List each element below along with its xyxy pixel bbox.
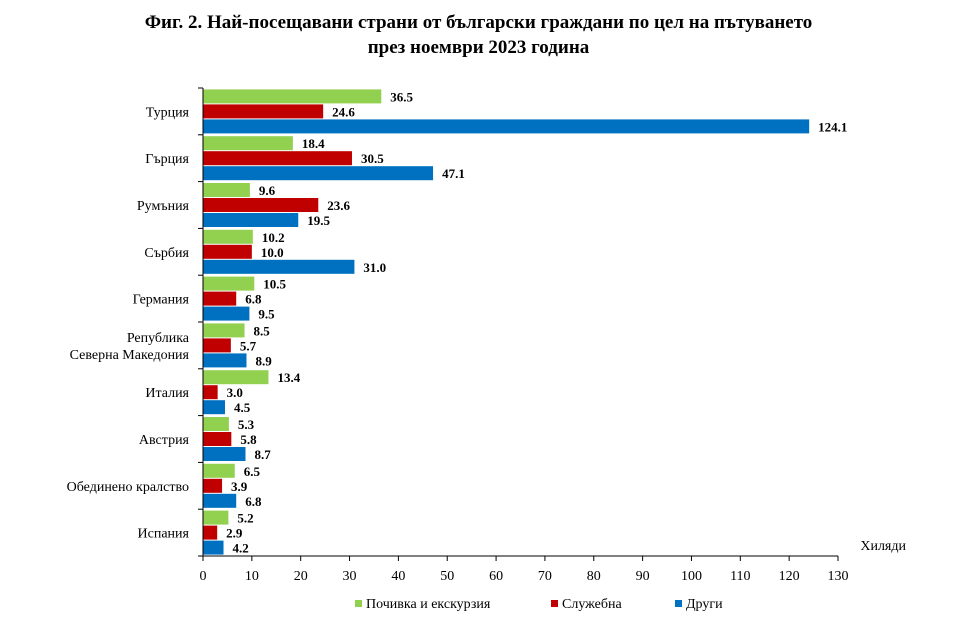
bar-3-8	[203, 447, 246, 461]
bar-1-5	[203, 276, 255, 291]
x-tick-label: 70	[538, 569, 552, 584]
x-tick-label: 40	[391, 569, 405, 584]
x-tick-label: 80	[587, 569, 601, 584]
bar-1-3	[203, 183, 250, 197]
axis-unit-label: Хиляди	[860, 539, 906, 554]
x-tick-label: 10	[245, 569, 259, 584]
bar-3-7	[203, 400, 225, 415]
bar-1-9	[203, 463, 235, 478]
legend-label-1: Почивка и екскурзия	[366, 597, 491, 612]
bar-1-10	[203, 510, 229, 525]
bar-3-4	[203, 259, 355, 274]
data-label: 8.9	[255, 353, 272, 368]
bar-2-2	[203, 151, 352, 166]
data-label: 10.5	[263, 277, 286, 292]
bar-2-1	[203, 104, 324, 119]
data-label: 10.0	[261, 245, 284, 260]
data-label: 5.8	[240, 432, 257, 447]
data-label: 5.2	[237, 511, 253, 526]
bar-3-10	[203, 540, 224, 555]
bar-2-7	[203, 385, 218, 400]
chart-title-line-2: през ноември 2023 година	[367, 37, 590, 58]
bar-3-1	[203, 119, 810, 134]
data-label: 8.5	[254, 323, 271, 338]
bar-1-8	[203, 417, 229, 431]
bar-2-4	[203, 244, 252, 259]
x-tick-label: 60	[489, 569, 503, 584]
category-label: Северна Македония	[70, 348, 190, 363]
x-tick-label: 90	[636, 569, 650, 584]
data-label: 10.2	[262, 230, 285, 245]
data-label: 24.6	[332, 104, 355, 119]
x-tick-label: 100	[681, 569, 702, 584]
data-label: 5.3	[238, 417, 255, 432]
bar-3-6	[203, 353, 247, 368]
category-label: Испания	[138, 527, 190, 542]
legend-label-2: Служебна	[562, 597, 622, 612]
data-label: 9.5	[258, 307, 275, 322]
data-label: 6.8	[245, 292, 262, 307]
bar-3-2	[203, 166, 434, 181]
bar-3-5	[203, 306, 250, 321]
bar-2-10	[203, 525, 218, 540]
bar-1-6	[203, 323, 245, 338]
legend-label-3: Други	[686, 597, 723, 612]
data-label: 3.9	[231, 479, 248, 494]
category-label: Гърция	[145, 152, 189, 167]
x-tick-label: 20	[294, 569, 308, 584]
data-label: 124.1	[818, 119, 847, 134]
data-label: 47.1	[442, 166, 465, 181]
bar-2-9	[203, 478, 223, 493]
x-tick-label: 0	[200, 569, 207, 584]
data-label: 8.7	[254, 447, 271, 462]
x-tick-label: 30	[343, 569, 357, 584]
chart-title: Фиг. 2. Най-посещавани страни от българс…	[0, 10, 957, 60]
legend-swatch-2	[551, 600, 558, 607]
category-label: Румъния	[137, 199, 190, 214]
category-label: Обединено кралство	[67, 480, 189, 495]
data-label: 2.9	[226, 526, 243, 541]
category-label: Италия	[145, 386, 189, 401]
data-label: 6.8	[245, 494, 262, 509]
data-label: 36.5	[390, 89, 413, 104]
data-label: 6.5	[244, 464, 261, 479]
data-label: 30.5	[361, 151, 384, 166]
bar-2-3	[203, 198, 319, 212]
bar-2-8	[203, 432, 232, 446]
data-label: 3.0	[227, 385, 243, 400]
data-label: 19.5	[307, 213, 330, 228]
bar-2-6	[203, 338, 231, 353]
bar-1-4	[203, 229, 253, 244]
data-label: 9.6	[259, 183, 276, 198]
x-tick-label: 120	[779, 569, 800, 584]
bar-2-5	[203, 291, 237, 306]
x-tick-label: 50	[440, 569, 454, 584]
data-label: 13.4	[277, 370, 300, 385]
category-label: Сърбия	[144, 246, 189, 261]
bar-1-2	[203, 136, 293, 151]
data-label: 4.2	[233, 541, 249, 556]
category-label: Австрия	[139, 433, 190, 448]
chart-title-line-1: Фиг. 2. Най-посещавани страни от българс…	[144, 12, 813, 33]
legend-swatch-1	[355, 600, 362, 607]
data-label: 5.7	[240, 338, 257, 353]
category-label: Германия	[133, 293, 190, 308]
bar-1-7	[203, 370, 269, 385]
legend-swatch-3	[675, 600, 682, 607]
x-tick-label: 130	[828, 569, 849, 584]
bar-3-9	[203, 493, 237, 508]
data-label: 18.4	[302, 136, 325, 151]
category-label: Турция	[146, 105, 190, 120]
category-label: Република	[127, 331, 190, 346]
data-label: 31.0	[363, 260, 386, 275]
bar-1-1	[203, 89, 382, 104]
x-tick-label: 110	[730, 569, 750, 584]
data-label: 4.5	[234, 400, 251, 415]
bar-3-3	[203, 213, 299, 227]
data-label: 23.6	[327, 198, 350, 213]
